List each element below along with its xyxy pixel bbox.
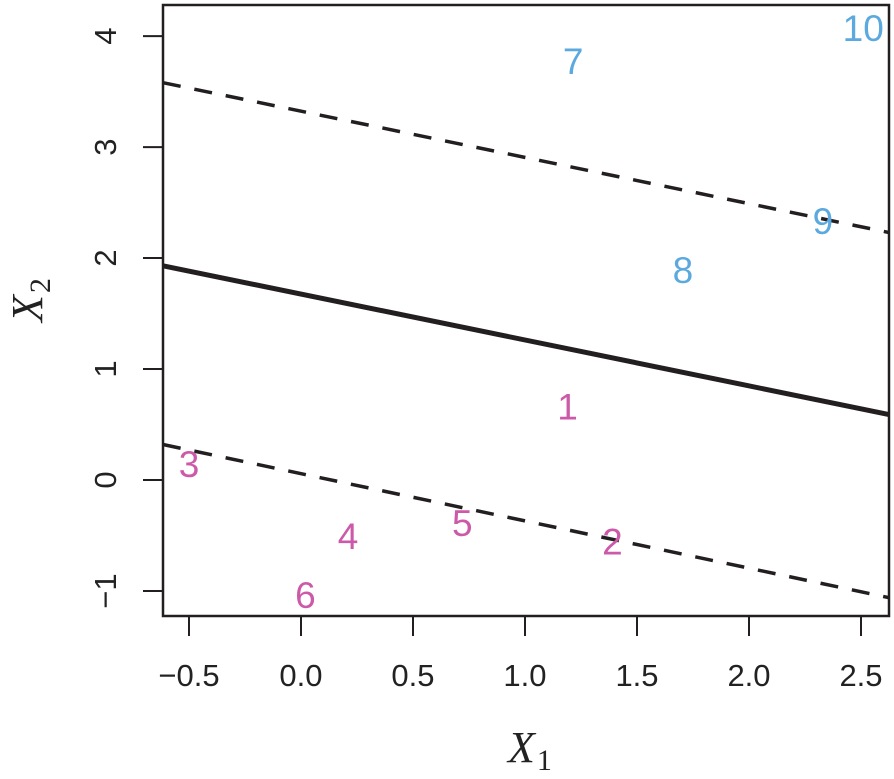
y-tick-label: −1	[88, 573, 123, 608]
upper-margin-line	[162, 80, 890, 235]
x-axis: −0.5 0.0 0.5 1.0 1.5 2.0 2.5	[158, 616, 883, 693]
point-label-2: 2	[602, 522, 623, 563]
x-tick-label: 2.0	[727, 658, 770, 693]
x-tick-label: 2.5	[839, 658, 882, 693]
y-tick-label: 3	[88, 138, 123, 155]
point-label-3: 3	[179, 444, 200, 485]
x-tick-label: 1.5	[615, 658, 658, 693]
lower-margin-line	[162, 442, 890, 600]
x-axis-title: X1	[506, 723, 552, 777]
y-axis: −1 0 1 2 3 4	[88, 27, 163, 609]
x-tick-label: −0.5	[158, 658, 219, 693]
x-tick-label: 0.0	[279, 658, 322, 693]
x-tick-label: 0.5	[391, 658, 434, 693]
y-axis-title: X2	[3, 278, 57, 324]
point-label-1: 1	[557, 386, 578, 427]
point-label-9: 9	[813, 201, 834, 242]
lines-layer	[162, 80, 890, 600]
maximal-margin-hyperplane-line	[162, 263, 890, 418]
y-tick-label: 0	[88, 471, 123, 488]
point-label-5: 5	[452, 503, 473, 544]
y-tick-label: 2	[88, 249, 123, 266]
point-label-4: 4	[338, 516, 359, 557]
x-tick-label: 1.0	[503, 658, 546, 693]
plot-frame	[161, 3, 891, 618]
point-label-10: 10	[843, 8, 884, 49]
point-label-6: 6	[295, 575, 316, 616]
point-label-8: 8	[673, 250, 694, 291]
y-tick-label: 1	[88, 360, 123, 377]
points-layer: 1 2 3 4 5 6 7 8 9 10	[179, 8, 884, 616]
point-label-7: 7	[563, 41, 584, 82]
y-tick-label: 4	[88, 27, 123, 44]
